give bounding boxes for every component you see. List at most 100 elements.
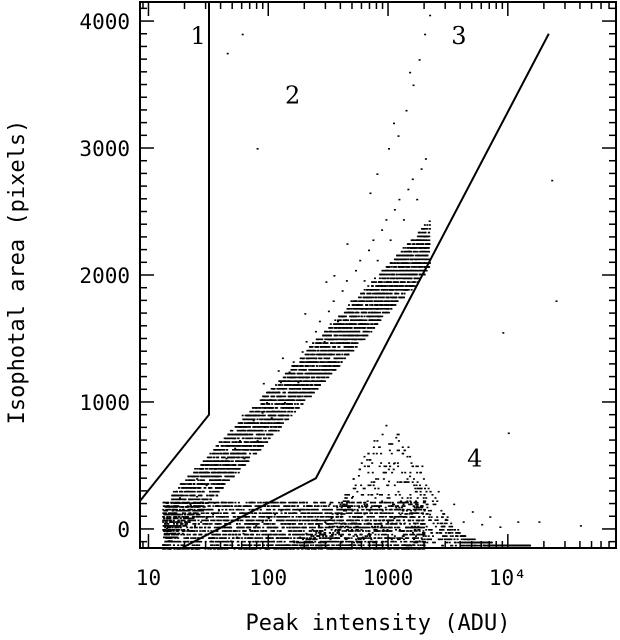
main-sequence-point	[246, 460, 249, 462]
bottom-rows-point	[371, 505, 374, 507]
main-sequence-point	[322, 346, 325, 348]
main-sequence-point	[287, 418, 290, 421]
main-sequence-point	[362, 296, 365, 299]
main-sequence-point	[222, 468, 225, 470]
main-sequence-point	[420, 269, 422, 272]
main-sequence-point	[206, 483, 208, 485]
main-sequence-point	[428, 239, 431, 241]
main-sequence-point	[285, 388, 288, 390]
main-sequence-point	[366, 315, 369, 318]
main-sequence-point	[349, 334, 352, 337]
main-sequence-point	[276, 418, 279, 421]
main-sequence-point	[225, 468, 228, 470]
main-sequence-point	[346, 334, 349, 337]
main-sequence-point	[383, 273, 386, 276]
main-sequence-point	[316, 365, 319, 367]
main-sequence-point	[329, 334, 332, 337]
main-sequence-point	[183, 490, 186, 493]
main-sequence-point	[294, 395, 297, 398]
main-sequence-point	[379, 300, 382, 302]
main-sequence-point	[383, 308, 386, 310]
main-sequence-point	[350, 308, 353, 310]
main-sequence-point	[211, 452, 214, 455]
main-sequence-point	[167, 529, 170, 531]
main-sequence-point	[428, 266, 430, 268]
main-sequence-point	[314, 384, 317, 386]
main-sequence-point	[424, 266, 427, 268]
main-sequence-point	[327, 334, 330, 337]
main-sequence-point	[277, 410, 280, 413]
main-sequence-point	[247, 418, 250, 421]
main-sequence-point	[254, 426, 256, 428]
main-sequence-point	[226, 445, 229, 447]
main-sequence-point	[371, 292, 374, 295]
main-sequence-point	[352, 346, 355, 348]
bottom-rows-point	[174, 537, 177, 539]
main-sequence-point	[257, 426, 260, 428]
main-sequence-point	[228, 468, 230, 470]
main-sequence-point	[340, 334, 343, 337]
bottom-rows-point	[357, 523, 360, 525]
bottom-rows-point	[278, 544, 281, 546]
main-sequence-point	[397, 262, 400, 264]
main-sequence-point	[310, 346, 313, 348]
main-sequence-point	[259, 414, 262, 417]
main-sequence-point	[309, 395, 312, 398]
main-sequence-point	[221, 456, 224, 459]
main-sequence-point	[404, 247, 407, 249]
main-sequence-point	[375, 296, 378, 299]
main-sequence-point	[171, 525, 174, 527]
main-sequence-point	[413, 258, 416, 261]
data-points	[162, 14, 582, 550]
main-sequence-point	[316, 346, 319, 348]
main-sequence-point	[247, 422, 250, 424]
main-sequence-point	[206, 468, 209, 470]
main-sequence-point	[294, 384, 297, 386]
main-sequence-point	[343, 357, 346, 360]
main-sequence-point	[304, 369, 307, 371]
main-sequence-point	[288, 388, 291, 390]
main-sequence-point	[331, 346, 334, 348]
bottom-rows-point	[311, 529, 314, 531]
main-sequence-point	[283, 414, 286, 417]
outliers-point	[579, 525, 582, 527]
main-sequence-point	[338, 353, 341, 356]
main-sequence-point	[402, 277, 405, 280]
bottom-rows-point	[347, 523, 350, 525]
main-sequence-point	[190, 487, 193, 489]
main-sequence-point	[362, 319, 365, 321]
main-sequence-point	[184, 523, 187, 526]
bottom-rows-point	[248, 508, 251, 511]
main-sequence-point	[181, 490, 183, 493]
main-sequence-point	[328, 338, 331, 341]
main-sequence-point	[196, 483, 199, 485]
main-sequence-point	[227, 471, 230, 474]
main-sequence-point	[234, 445, 237, 447]
main-sequence-point	[333, 327, 336, 329]
main-sequence-point	[324, 346, 327, 348]
main-sequence-point	[293, 388, 296, 390]
main-sequence-point	[215, 471, 218, 474]
main-sequence-point	[196, 487, 199, 489]
main-sequence-point	[247, 426, 250, 428]
main-sequence-point	[303, 388, 306, 390]
main-sequence-point	[268, 414, 271, 417]
main-sequence-point	[323, 334, 326, 337]
main-sequence-point	[262, 399, 265, 401]
main-sequence-point	[267, 407, 270, 409]
main-sequence-point	[412, 250, 415, 253]
main-sequence-point	[312, 349, 315, 352]
main-sequence-point	[379, 304, 382, 306]
cloud-4-point	[453, 503, 456, 506]
main-sequence-point	[219, 475, 222, 478]
main-sequence-point	[374, 315, 377, 318]
main-sequence-point	[221, 449, 224, 451]
main-sequence-point	[218, 449, 221, 451]
main-sequence-point	[234, 433, 237, 436]
main-sequence-point	[390, 262, 393, 264]
main-sequence-point	[173, 498, 176, 501]
bottom-rows-point	[300, 533, 303, 536]
main-sequence-point	[309, 372, 312, 375]
main-sequence-point	[426, 228, 429, 230]
main-sequence-point	[368, 249, 370, 252]
